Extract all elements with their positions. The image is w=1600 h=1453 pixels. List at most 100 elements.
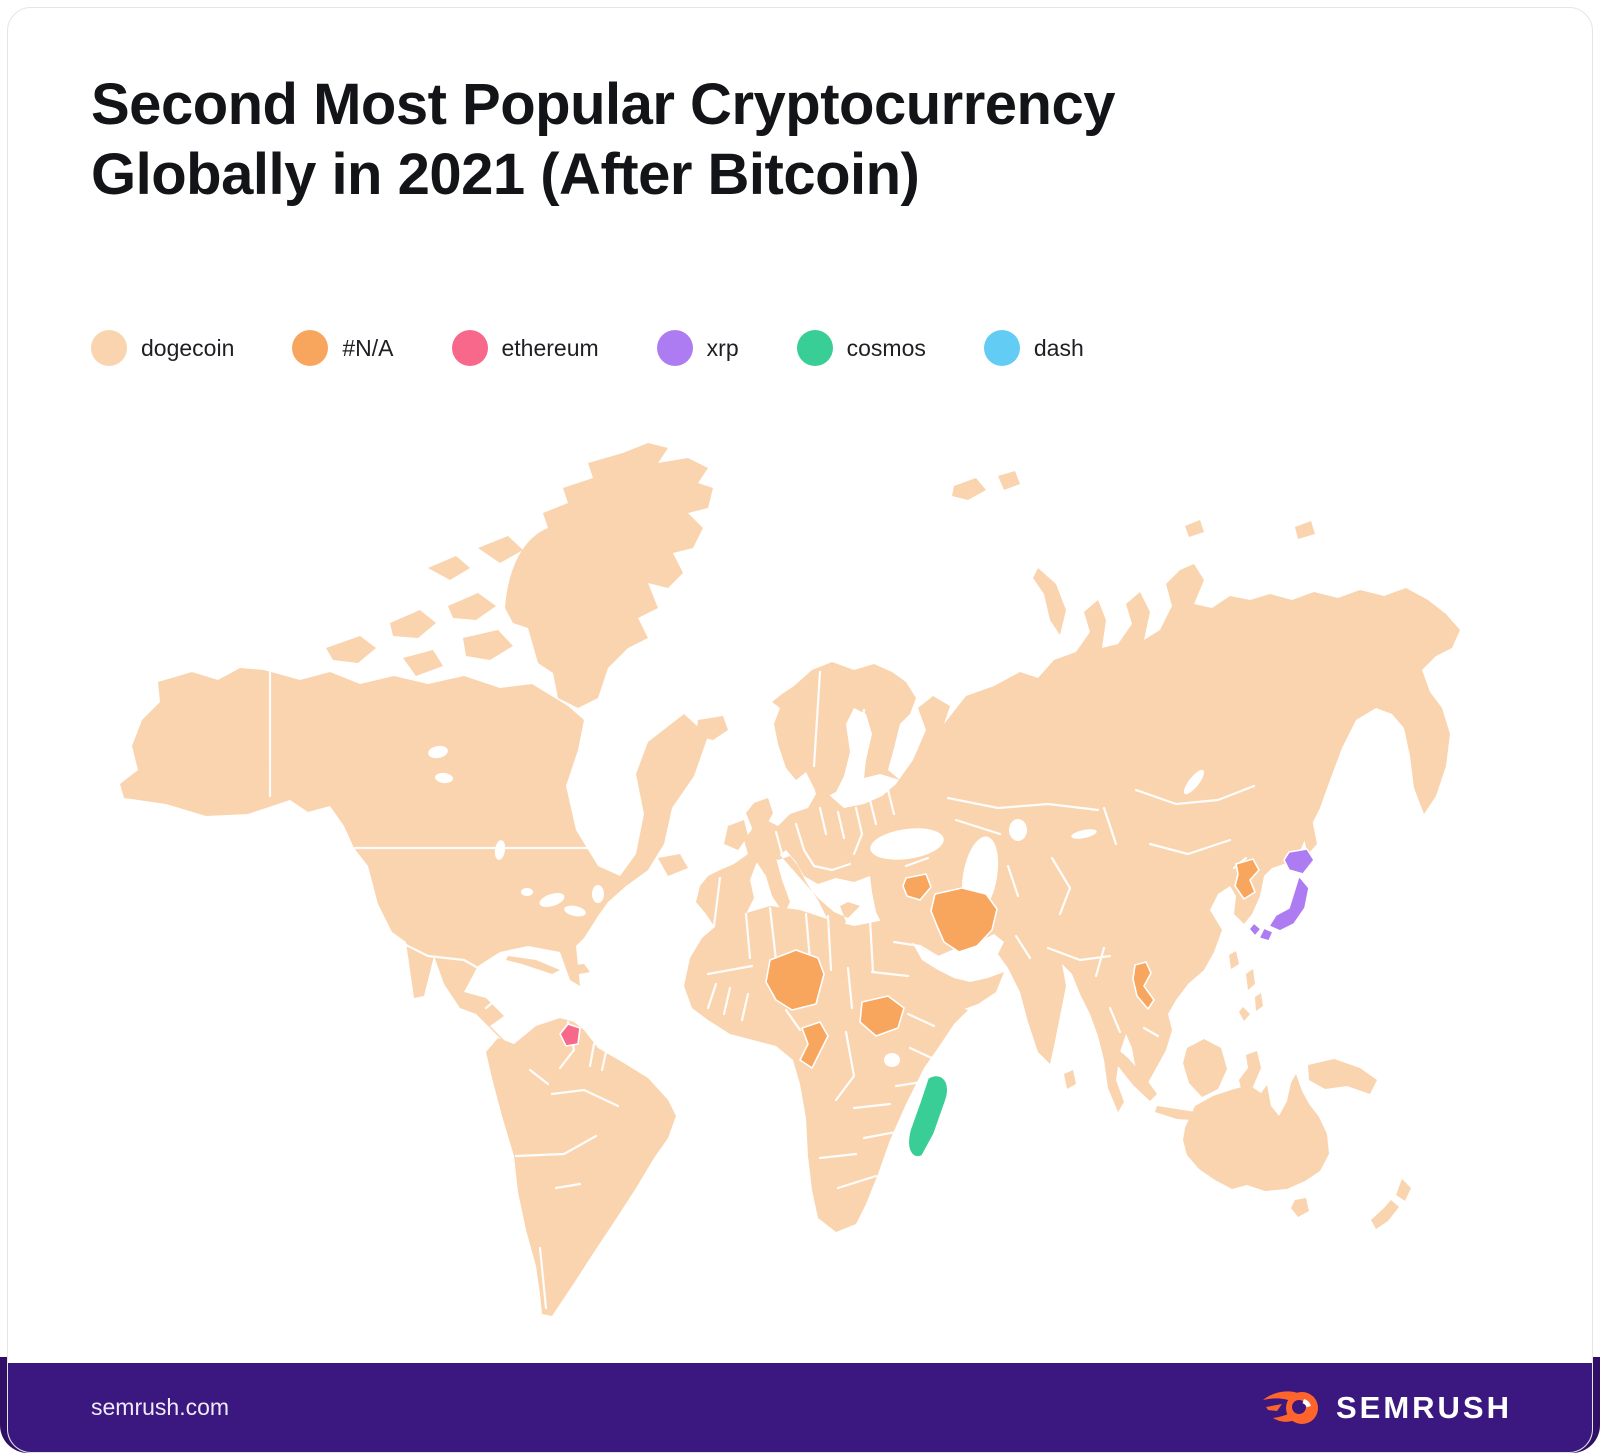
island-severnaya-zemlya [1185, 520, 1204, 537]
landmass-south-america [486, 1018, 676, 1316]
world-map [120, 443, 1460, 1316]
semrush-logo: SEMRUSH [1262, 1387, 1512, 1429]
arctic-island [513, 580, 558, 606]
island-philippines [1246, 969, 1255, 990]
arctic-island [448, 593, 496, 620]
country-laos [1132, 961, 1155, 1010]
border-central-america [484, 996, 522, 1040]
country-japan-hokkaido [1283, 848, 1315, 875]
legend-swatch-dash [983, 330, 1020, 366]
lake-winnipeg [494, 840, 506, 860]
island-ireland [724, 820, 748, 850]
world-map-container [8, 8, 1592, 1452]
island-svalbard [952, 478, 986, 500]
arctic-island [403, 650, 443, 676]
island-sakhalin [1301, 776, 1317, 854]
country-south-sudan [859, 995, 905, 1037]
arctic-island [326, 636, 376, 663]
title-line-2: Globally in 2021 (After Bitcoin) [91, 141, 920, 207]
landmass-australia [1183, 1074, 1329, 1191]
borders-africa [706, 906, 938, 1190]
landmass-africa [684, 906, 968, 1232]
legend-swatch-ethereum [451, 330, 488, 366]
country-japan-honshu [1268, 875, 1310, 932]
borders-europe [712, 670, 896, 928]
country-borders [268, 668, 1256, 1310]
island-borneo [1183, 1039, 1227, 1097]
island-sulawesi [1239, 1051, 1261, 1097]
island-novaya-zemlya [1033, 568, 1066, 635]
great-slave-lake [435, 772, 453, 784]
country-north-korea [1234, 858, 1260, 900]
landmass-scandinavia [772, 662, 916, 798]
border-usa-mexico [386, 934, 480, 970]
island-philippines [1239, 1007, 1250, 1021]
island-svalbard-east [998, 471, 1020, 490]
legend-swatch-xrp [656, 330, 693, 366]
legend-item-dogecoin: dogecoin [91, 330, 234, 366]
legend-swatch-dogecoin [91, 330, 127, 366]
footer: semrush.com SEMRUSH [8, 1363, 1592, 1452]
country-japan-kyushu [1248, 922, 1262, 937]
island-new-siberian [1295, 521, 1315, 539]
legend-item-xrp: xrp [656, 330, 739, 366]
lake-balkhash [1071, 829, 1097, 839]
borders-asia [892, 784, 1256, 1038]
legend-label-dash: dash [1033, 334, 1084, 361]
page-title: Second Most Popular Cryptocurrency Globa… [91, 70, 1411, 209]
legend-item-dash: dash [983, 330, 1084, 366]
legend-item-ethereum: ethereum [451, 330, 599, 366]
flame-tongue-mid [1265, 1403, 1282, 1411]
island-sri-lanka [1064, 1070, 1076, 1089]
footer-site-url: semrush.com [91, 1394, 230, 1420]
island-tasmania [1291, 1198, 1309, 1217]
island-iceland [696, 716, 728, 740]
legend-label-cosmos: cosmos [846, 334, 926, 361]
great-bear-lake [428, 745, 448, 759]
legend-label-dogecoin: dogecoin [141, 334, 235, 361]
landmass-greenland [505, 443, 713, 708]
lake-baikal [1183, 769, 1205, 795]
arctic-island [390, 610, 436, 638]
black-sea [870, 828, 944, 860]
island-new-guinea [1308, 1059, 1377, 1094]
legend-item-cosmos: cosmos [796, 330, 926, 366]
lakes-and-seas [428, 745, 1205, 1067]
landmass-north-america [120, 668, 708, 1060]
island-uk [746, 798, 776, 858]
island-new-zealand-south [1371, 1200, 1399, 1229]
legend-label-ethereum: ethereum [501, 334, 599, 361]
island-hispaniola [566, 964, 590, 975]
infographic-card: Second Most Popular Cryptocurrency Globa… [7, 7, 1593, 1453]
island-new-zealand-north [1396, 1179, 1411, 1201]
arctic-island [528, 613, 570, 643]
flame-ball-hole [1291, 1399, 1306, 1414]
great-lake [521, 888, 533, 896]
island-sumatra [1109, 1046, 1157, 1101]
aral-sea [1009, 819, 1027, 841]
country-niger [765, 949, 825, 1011]
legend-swatch-na [292, 330, 329, 366]
country-republic-of-congo [799, 1021, 829, 1069]
country-french-guiana [559, 1023, 581, 1047]
country-iran [930, 887, 998, 953]
legend-label-na: #N/A [342, 334, 394, 361]
great-lake [564, 905, 586, 917]
country-japan-shikoku [1258, 927, 1274, 942]
great-lake [592, 885, 604, 903]
highlighted-countries [559, 848, 1315, 1158]
legend-item-na: #N/A [292, 330, 394, 366]
island-philippines [1255, 993, 1263, 1011]
flame-ball-highlight [1302, 1398, 1311, 1407]
island-newfoundland [658, 854, 688, 876]
arctic-island [478, 536, 523, 563]
semrush-flame-icon [1262, 1390, 1318, 1424]
semrush-wordmark: SEMRUSH [1335, 1389, 1512, 1425]
legend: dogecoin #N/A ethereum xrp cosmos dash [91, 330, 1084, 366]
arctic-island [463, 630, 513, 660]
legend-swatch-cosmos [796, 330, 833, 366]
great-lake [539, 893, 565, 907]
country-syria [902, 873, 932, 901]
borders-south-america [514, 1020, 620, 1310]
landmasses [120, 443, 1460, 1316]
